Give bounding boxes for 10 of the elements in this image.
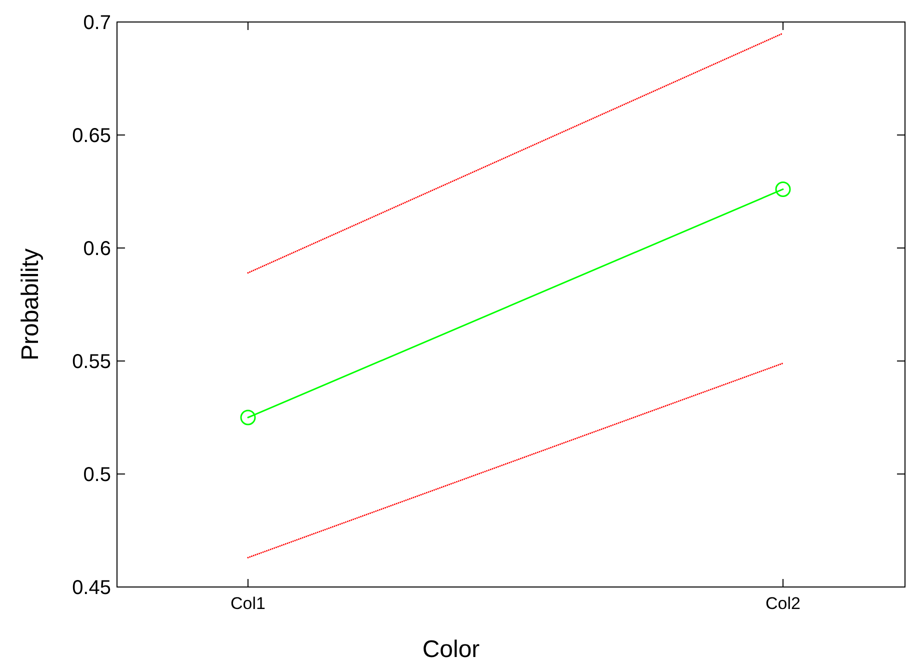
y-axis-title: Probability (17, 248, 44, 361)
x-tick-label: Col1 (230, 594, 266, 613)
x-tick-label: Col2 (766, 594, 800, 613)
y-tick-label: 0.55 (72, 351, 111, 373)
y-tick-label: 0.45 (72, 577, 111, 599)
y-tick-label: 0.5 (83, 464, 111, 486)
x-axis-title: Color (422, 636, 480, 663)
y-tick-label: 0.7 (83, 12, 111, 34)
y-tick-label: 0.65 (72, 125, 111, 147)
y-tick-label: 0.6 (83, 238, 111, 260)
